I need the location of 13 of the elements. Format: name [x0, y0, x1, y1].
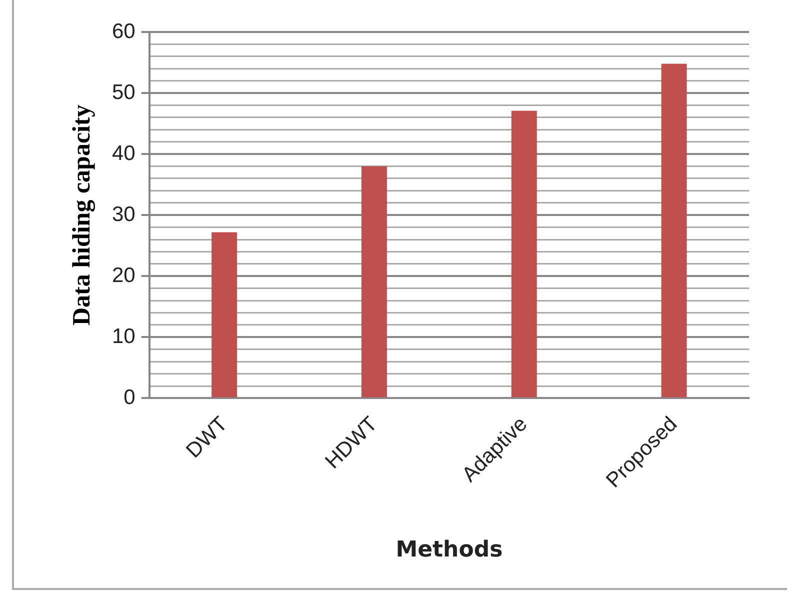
bar [661, 64, 687, 398]
y-axis-title: Data hiding capacity [68, 104, 96, 326]
bar [511, 110, 537, 398]
bar [361, 166, 387, 398]
x-axis-title: Methods [396, 538, 503, 563]
y-tick-label: 60 [112, 20, 136, 43]
y-tick-label: 40 [112, 142, 136, 165]
y-tick-label: 20 [112, 264, 136, 287]
y-tick-label: 0 [124, 386, 136, 410]
bar [212, 232, 238, 398]
y-tick-label: 30 [112, 202, 136, 226]
y-tick-label: 10 [112, 324, 136, 348]
y-tick-label: 50 [112, 80, 136, 104]
